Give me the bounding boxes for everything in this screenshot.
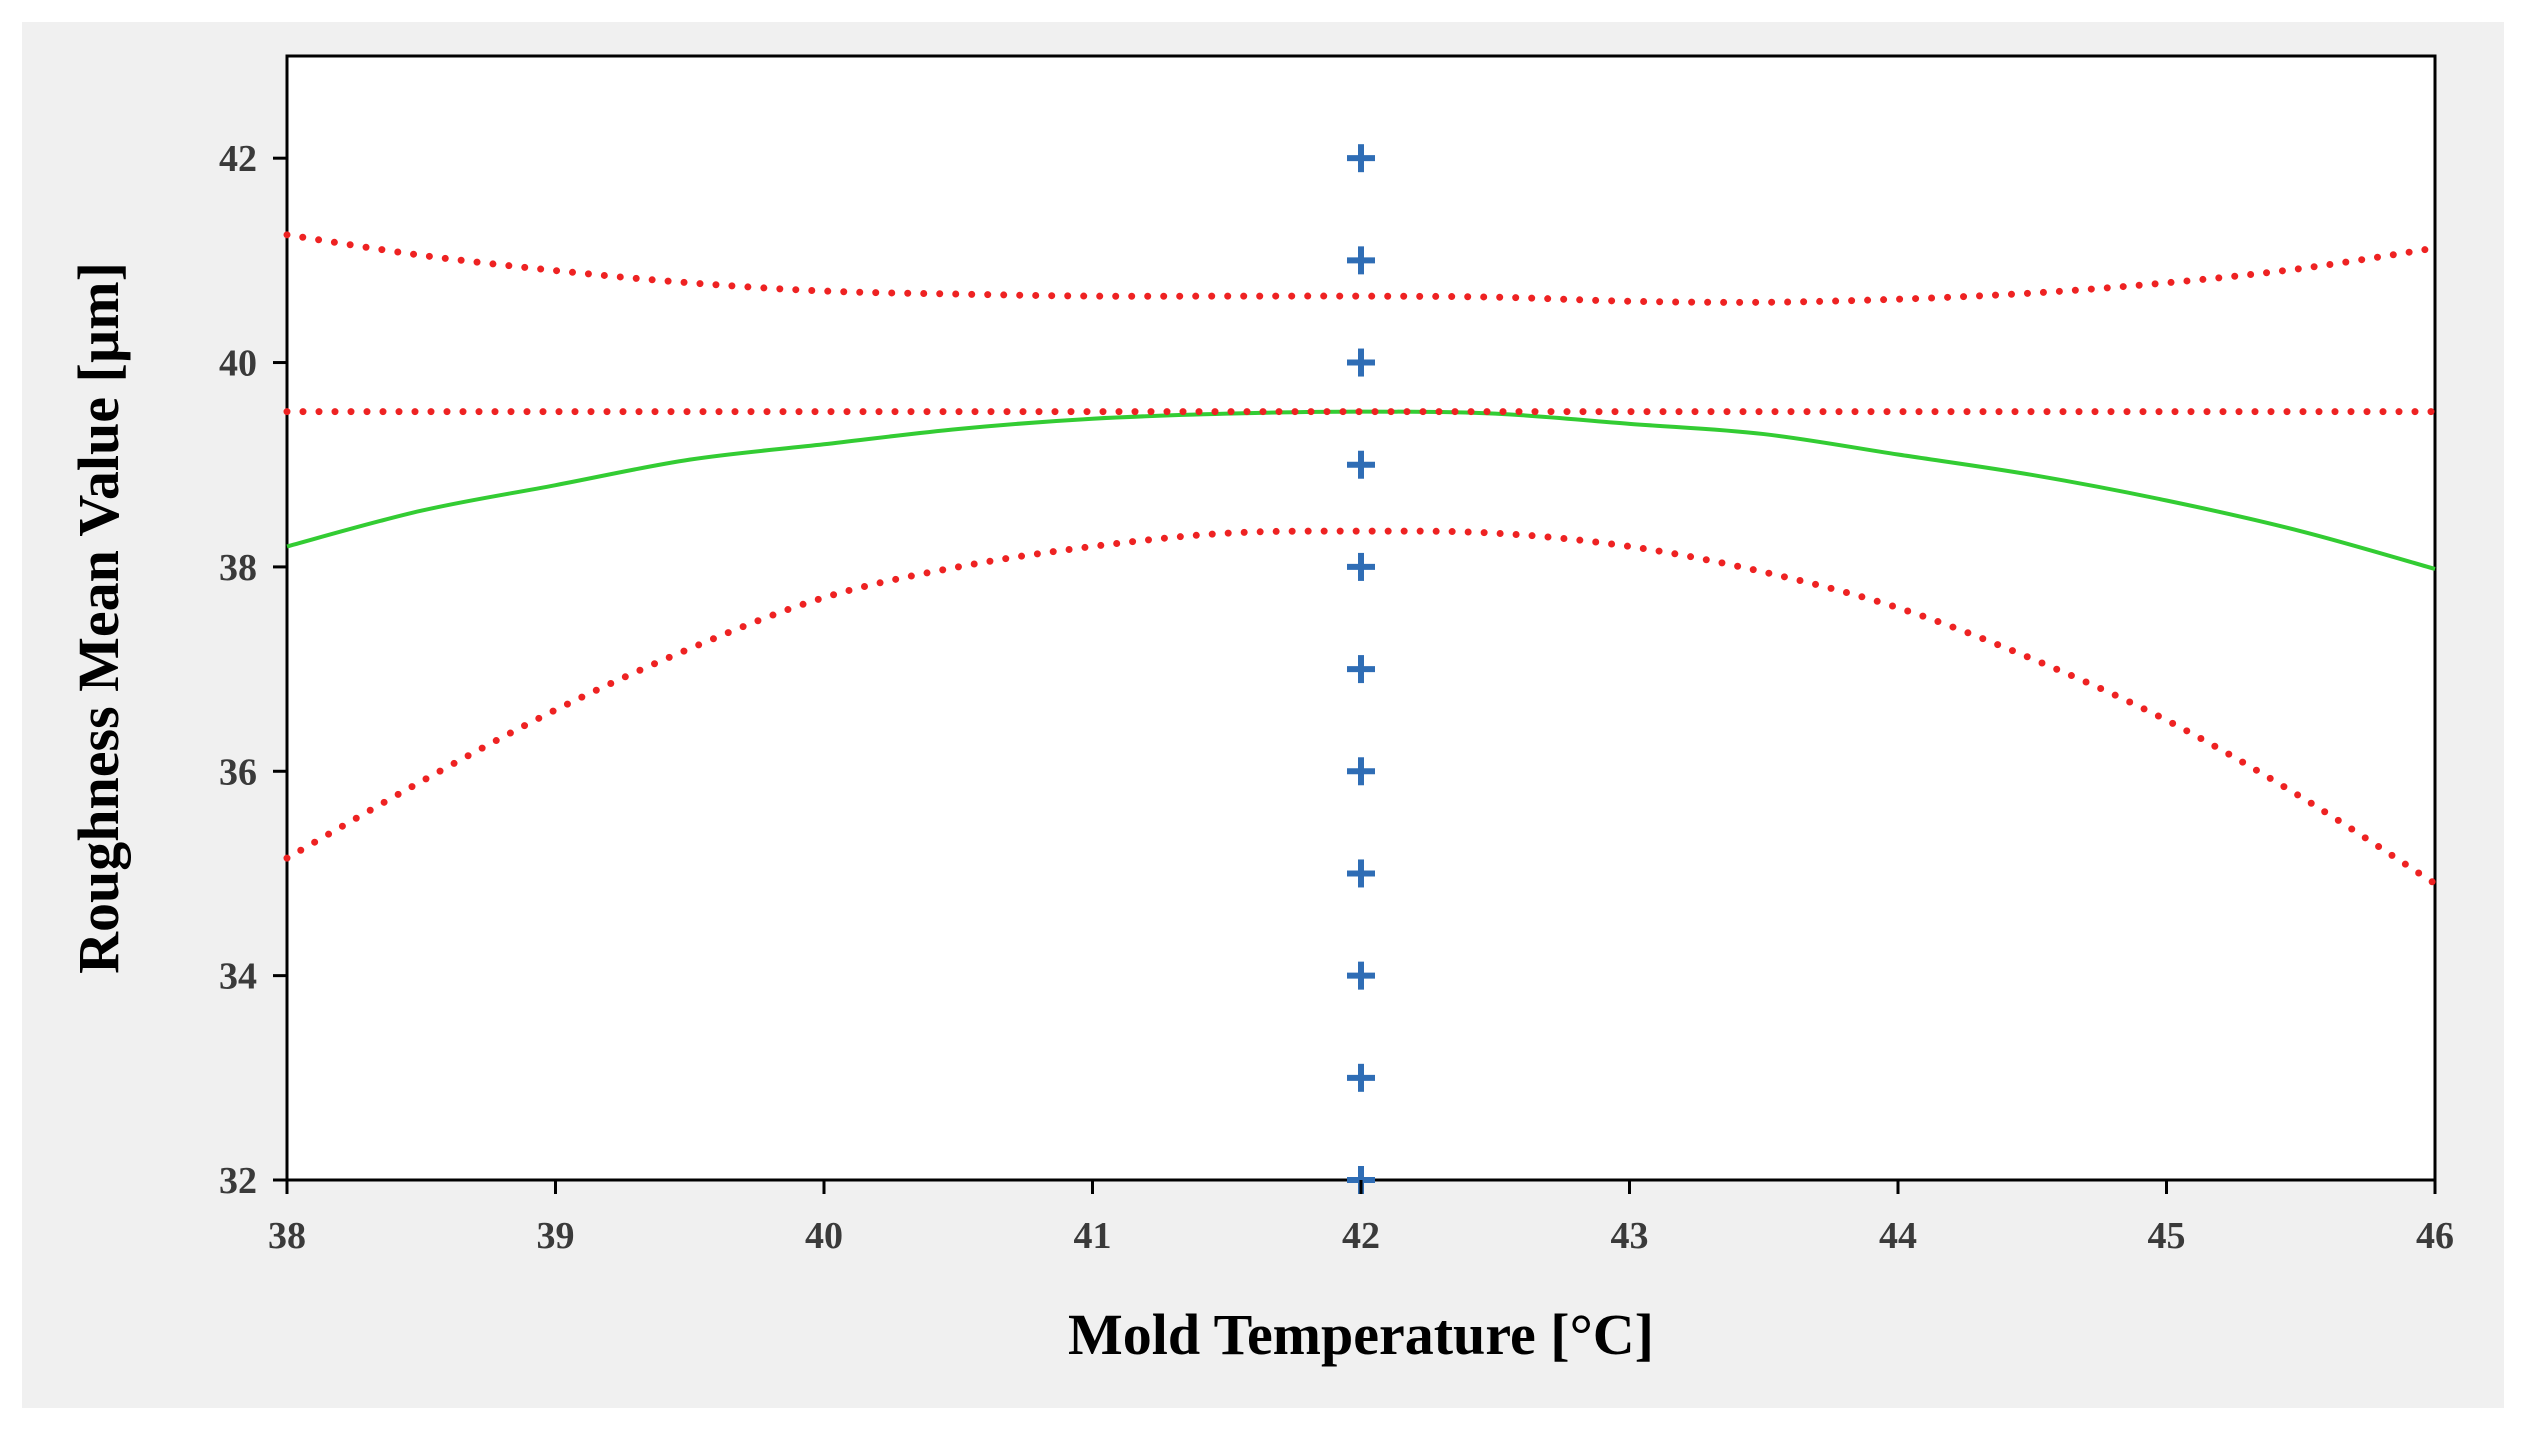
series-marker-point: [1347, 552, 1375, 581]
series-layer: [283, 231, 2439, 888]
series-marker-point: [1347, 348, 1375, 377]
y-axis-title: Roughness Mean Value [µm]: [66, 262, 131, 974]
y-tick-label-1: 34: [219, 956, 257, 998]
y-tick-label-2: 36: [219, 751, 257, 793]
series-marker-point: [1347, 961, 1375, 990]
chart-frame: 38 39 40 41 42 43 44 45 46 32 34 36 38 40 42 Mold Temp…: [22, 22, 2504, 1408]
chart-svg: 38 39 40 41 42 43 44 45 46 32 34 36 38 40 42 Mold Temp…: [66, 54, 2454, 1367]
series-marker-point: [1347, 655, 1375, 684]
plot-area: [285, 54, 2437, 1182]
y-tick-label-4: 40: [219, 343, 257, 385]
x-tick-label-0: 38: [268, 1215, 306, 1257]
x-tick-label-7: 45: [2148, 1215, 2186, 1257]
y-tick-label-5: 42: [219, 138, 257, 180]
series-marker-point: [1347, 1063, 1375, 1092]
axis-layer: 38 39 40 41 42 43 44 45 46 32 34 36 38 40 42: [219, 138, 2454, 1257]
x-tick-label-3: 41: [1074, 1215, 1112, 1257]
x-tick-label-1: 39: [537, 1215, 575, 1257]
series-marker-point: [1347, 246, 1375, 275]
series-marker-point: [1347, 450, 1375, 479]
x-axis-title: Mold Temperature [°C]: [1068, 1302, 1654, 1367]
x-tick-label-8: 46: [2416, 1215, 2454, 1257]
x-tick-label-2: 40: [805, 1215, 843, 1257]
series-marker-point: [1347, 859, 1375, 888]
x-tick-label-5: 43: [1611, 1215, 1649, 1257]
x-tick-label-4: 42: [1342, 1215, 1380, 1257]
series-line-upper-interval: [283, 231, 2439, 306]
series-marker-point: [1347, 757, 1375, 786]
x-tick-label-6: 44: [1879, 1215, 1917, 1257]
y-tick-label-3: 38: [219, 547, 257, 589]
marker-layer: [1347, 144, 1375, 1194]
series-marker-point: [1347, 144, 1375, 173]
y-tick-label-0: 32: [219, 1160, 257, 1202]
